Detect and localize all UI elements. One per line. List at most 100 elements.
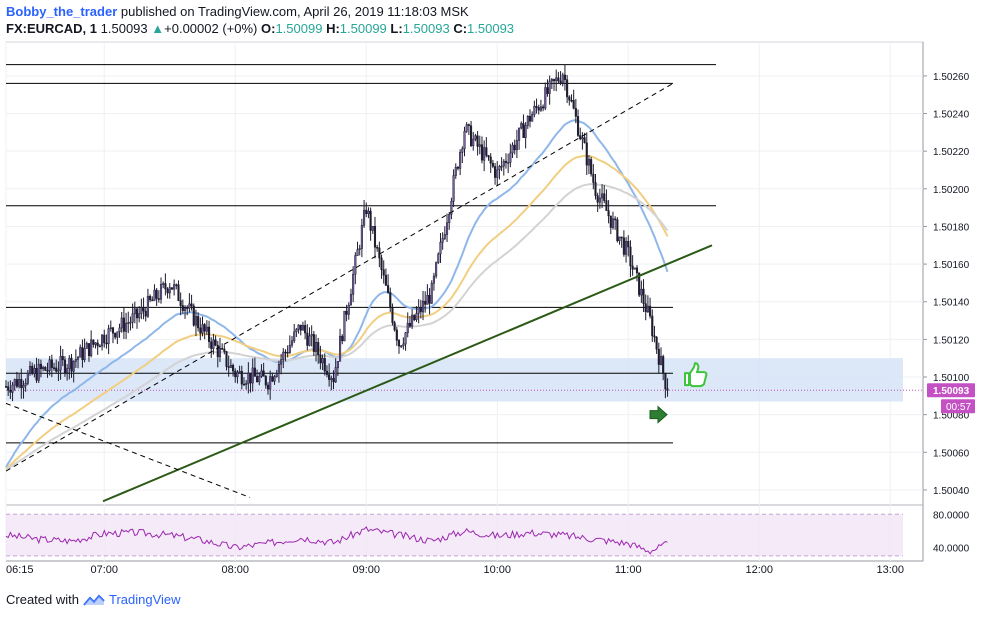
candle-body — [55, 367, 58, 372]
candle-body — [566, 79, 569, 98]
candle-body — [555, 77, 558, 82]
candle-body — [430, 282, 433, 304]
candle-body — [299, 324, 302, 331]
candle-body — [179, 300, 182, 306]
price-tick-label: 1.50160 — [933, 260, 970, 271]
candle-body — [539, 106, 542, 111]
candle-body — [203, 324, 206, 332]
open-value: 1.50099 — [275, 21, 323, 36]
candle-body — [13, 379, 16, 386]
candle-body — [437, 253, 440, 263]
candle-body — [66, 368, 69, 374]
change-arrow-icon: ▲ — [151, 21, 165, 36]
candle-body — [450, 200, 453, 215]
tradingview-brand-link[interactable]: TradingView — [108, 592, 181, 607]
candle-body — [242, 383, 246, 386]
price-tick-label: 1.50060 — [933, 448, 970, 459]
candle-body — [295, 328, 298, 333]
price-tick-label: 1.50180 — [933, 222, 970, 233]
candle-body — [557, 77, 560, 82]
candle-body — [212, 339, 215, 349]
candle-body — [456, 167, 459, 169]
rsi-pane — [5, 513, 903, 557]
support-zone-rect — [6, 358, 903, 402]
candle-body — [432, 275, 435, 284]
candle-body — [609, 215, 612, 228]
candle-body — [435, 262, 438, 277]
candle-body — [135, 308, 139, 319]
candle-body — [240, 370, 243, 385]
candle-body — [461, 148, 464, 153]
candle-body — [138, 313, 141, 319]
candle-body — [131, 313, 134, 323]
candle-body — [249, 372, 252, 384]
candle-body — [18, 379, 21, 387]
candle-body — [511, 144, 514, 154]
candle-body — [151, 299, 154, 302]
ema-mid-line — [5, 154, 669, 470]
candle-body — [98, 345, 101, 348]
candle-body — [494, 166, 497, 178]
trendlines[interactable] — [5, 82, 713, 503]
candle-body — [380, 257, 383, 270]
candle-body — [397, 340, 401, 347]
candle-body — [531, 114, 534, 122]
candle-body — [454, 167, 457, 176]
low-value: 1.50093 — [402, 21, 450, 36]
time-tick-label: 06:15 — [6, 564, 34, 576]
candle-body — [343, 310, 346, 342]
candle-body — [31, 365, 34, 374]
candle-body — [631, 265, 634, 270]
price-tick-label: 1.50260 — [933, 72, 970, 83]
candle-body — [496, 169, 499, 178]
candle-body — [633, 267, 636, 270]
candle-body — [404, 332, 407, 345]
time-axis[interactable]: 06:15 07:00 08:00 09:00 10:00 11:00 12:00 13:00 — [6, 564, 904, 576]
author-link[interactable]: Bobby_the_trader — [6, 4, 118, 19]
price-chart[interactable]: 1.50260 1.50240 1.50220 1.50200 1.50180 1.501… — [0, 36, 988, 591]
candle-body — [170, 287, 173, 290]
candle-body — [642, 288, 645, 304]
candle-body — [105, 342, 108, 345]
rsi-tick-label: 40.0000 — [933, 544, 970, 555]
close-label: C: — [453, 21, 468, 36]
candle-body — [570, 99, 573, 102]
candle-body — [218, 348, 222, 358]
candle-body — [662, 356, 665, 374]
candle-body — [413, 314, 416, 320]
candle-body — [94, 342, 97, 345]
candle-body — [214, 339, 217, 346]
candle-body — [63, 359, 67, 374]
candle-body — [22, 385, 25, 389]
candle-body — [72, 361, 75, 372]
candle-body — [487, 155, 490, 158]
candle-body — [83, 348, 86, 360]
price-tick-label: 1.50120 — [933, 335, 970, 346]
candle-body — [395, 329, 398, 341]
candle-body — [114, 332, 117, 338]
candle-body — [28, 365, 32, 374]
candle-body — [400, 345, 403, 348]
candle-body — [153, 289, 156, 301]
candle-body — [334, 367, 337, 383]
price-tick-label: 1.50140 — [933, 298, 970, 309]
candle-body — [306, 332, 309, 346]
candle-body — [520, 123, 523, 129]
candle-body — [354, 255, 357, 275]
candle-body — [120, 317, 123, 329]
candle-body — [583, 137, 586, 144]
rsi-line — [5, 526, 668, 555]
candle-body — [528, 115, 532, 122]
candle-body — [489, 156, 492, 164]
candle-body — [550, 79, 553, 82]
candle-body — [310, 334, 313, 337]
candle-body — [173, 284, 176, 290]
candle-body — [127, 322, 130, 324]
candle-body — [258, 376, 261, 383]
candle-body — [232, 365, 235, 372]
candle-body — [155, 289, 158, 299]
candle-body — [109, 327, 112, 330]
price-axis[interactable]: 1.50260 1.50240 1.50220 1.50200 1.50180 1.501… — [923, 72, 975, 555]
candle-body — [194, 316, 197, 326]
candle-body — [655, 336, 658, 350]
